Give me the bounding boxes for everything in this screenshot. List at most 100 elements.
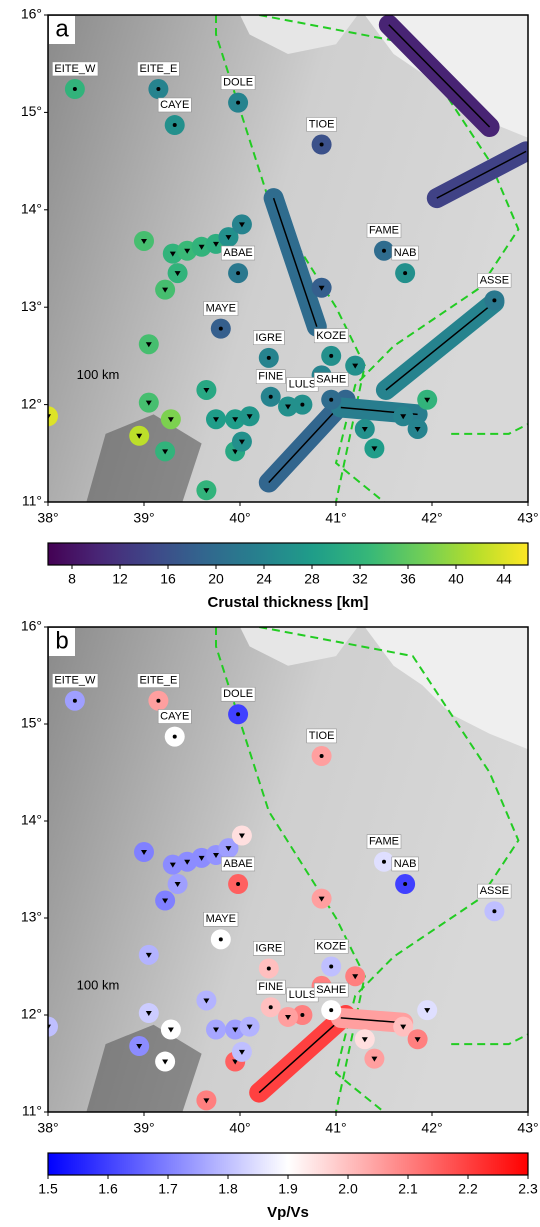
y-tick-label: 11° bbox=[22, 1103, 42, 1119]
colorbar-tick-label: 24 bbox=[256, 571, 272, 587]
station-symbol bbox=[403, 271, 407, 275]
station-symbol bbox=[156, 699, 160, 703]
colorbar bbox=[48, 1153, 528, 1175]
station-label: MAYE bbox=[206, 303, 236, 315]
y-tick-label: 11° bbox=[22, 493, 42, 509]
station-symbol bbox=[382, 249, 386, 253]
station-symbol bbox=[156, 87, 160, 91]
colorbar-tick-label: 2.3 bbox=[518, 1181, 538, 1197]
station-symbol bbox=[403, 882, 407, 886]
colorbar-tick-label: 2.0 bbox=[338, 1181, 358, 1197]
map-panel: EITE_WEITE_ECAYEDOLETIOEFAMENABASSEABAEM… bbox=[21, 5, 539, 611]
station-symbol bbox=[73, 699, 77, 703]
y-tick-label: 13° bbox=[21, 909, 42, 925]
station-label: CAYE bbox=[160, 711, 189, 723]
x-tick-label: 38° bbox=[37, 510, 58, 526]
x-tick-label: 40° bbox=[229, 510, 250, 526]
station-symbol bbox=[329, 398, 333, 402]
station-symbol bbox=[269, 1005, 273, 1009]
station-symbol bbox=[219, 327, 223, 331]
station-symbol bbox=[267, 356, 271, 360]
y-tick-label: 15° bbox=[21, 715, 42, 731]
colorbar-tick-label: 1.5 bbox=[38, 1181, 58, 1197]
x-tick-label: 39° bbox=[133, 1120, 154, 1136]
colorbar-tick-label: 40 bbox=[448, 571, 464, 587]
station-label: EITE_W bbox=[54, 63, 96, 75]
station-label: KOZE bbox=[316, 940, 346, 952]
station-label: CAYE bbox=[160, 99, 189, 111]
y-tick-label: 14° bbox=[21, 201, 42, 217]
station-symbol bbox=[267, 966, 271, 970]
station-label: ASSE bbox=[480, 274, 509, 286]
y-tick-label: 15° bbox=[21, 103, 42, 119]
station-label: EITE_E bbox=[139, 675, 177, 687]
station-label: ABAE bbox=[223, 247, 252, 259]
figure: EITE_W EITE_E CAYE DOLE TIOE FAME NAB ASSE ABAE M… bbox=[0, 0, 540, 1222]
map-body bbox=[38, 617, 538, 1112]
panel-label: b bbox=[55, 627, 68, 654]
station-symbol bbox=[300, 1013, 304, 1017]
colorbar-tick-label: 1.9 bbox=[278, 1181, 298, 1197]
station-label: NAB bbox=[394, 247, 417, 259]
colorbar-tick-label: 2.2 bbox=[458, 1181, 478, 1197]
station-symbol bbox=[492, 298, 496, 302]
x-tick-label: 43° bbox=[517, 510, 538, 526]
station-label: ASSE bbox=[480, 885, 509, 897]
colorbar-tick-label: 8 bbox=[68, 571, 76, 587]
station-label: LULS bbox=[289, 379, 317, 391]
panel-label: a bbox=[55, 15, 69, 42]
y-tick-label: 16° bbox=[21, 618, 42, 634]
x-tick-label: 41° bbox=[325, 1120, 346, 1136]
station-label: DOLE bbox=[223, 77, 253, 89]
station-symbol bbox=[320, 754, 324, 758]
station-symbol bbox=[173, 123, 177, 127]
station-label: DOLE bbox=[223, 688, 253, 700]
colorbar-tick-label: 1.6 bbox=[98, 1181, 118, 1197]
station-symbol bbox=[300, 403, 304, 407]
station-symbol bbox=[269, 395, 273, 399]
scale-bar-label: 100 km bbox=[77, 977, 120, 992]
station-symbol bbox=[236, 271, 240, 275]
station-symbol bbox=[329, 1008, 333, 1012]
station-symbol bbox=[329, 965, 333, 969]
x-tick-label: 38° bbox=[37, 1120, 58, 1136]
station-label: KOZE bbox=[316, 330, 346, 342]
x-tick-label: 42° bbox=[421, 1120, 442, 1136]
x-tick-label: 41° bbox=[325, 510, 346, 526]
colorbar bbox=[48, 543, 528, 565]
station-label: MAYE bbox=[206, 913, 236, 925]
station-label: EITE_W bbox=[54, 675, 96, 687]
station-label: TIOE bbox=[309, 118, 335, 130]
station-label: TIOE bbox=[309, 730, 335, 742]
station-symbol bbox=[236, 712, 240, 716]
colorbar-tick-label: 44 bbox=[496, 571, 512, 587]
colorbar-tick-label: 20 bbox=[208, 571, 224, 587]
station-symbol bbox=[329, 354, 333, 358]
y-tick-label: 16° bbox=[21, 6, 42, 22]
colorbar-tick-label: 32 bbox=[352, 571, 368, 587]
x-tick-label: 39° bbox=[133, 510, 154, 526]
colorbar-title: Vp/Vs bbox=[267, 1204, 309, 1221]
station-label: LULS bbox=[289, 989, 317, 1001]
colorbar-tick-label: 36 bbox=[400, 571, 416, 587]
x-tick-label: 43° bbox=[517, 1120, 538, 1136]
station-label: IGRE bbox=[255, 942, 282, 954]
station-label: ABAE bbox=[223, 858, 252, 870]
station-label: IGRE bbox=[255, 332, 282, 344]
y-tick-label: 13° bbox=[21, 298, 42, 314]
scale-bar-label: 100 km bbox=[77, 367, 120, 382]
station-label: FINE bbox=[258, 371, 283, 383]
colorbar-tick-label: 1.8 bbox=[218, 1181, 238, 1197]
station-symbol bbox=[382, 860, 386, 864]
y-tick-label: 12° bbox=[21, 395, 42, 411]
map-body bbox=[38, 5, 538, 502]
x-tick-label: 40° bbox=[229, 1120, 250, 1136]
station-symbol bbox=[236, 882, 240, 886]
station-symbol bbox=[236, 101, 240, 105]
x-tick-label: 42° bbox=[421, 510, 442, 526]
y-tick-label: 12° bbox=[21, 1006, 42, 1022]
colorbar-tick-label: 16 bbox=[160, 571, 176, 587]
station-label: FAME bbox=[369, 836, 399, 848]
colorbar-tick-label: 28 bbox=[304, 571, 320, 587]
